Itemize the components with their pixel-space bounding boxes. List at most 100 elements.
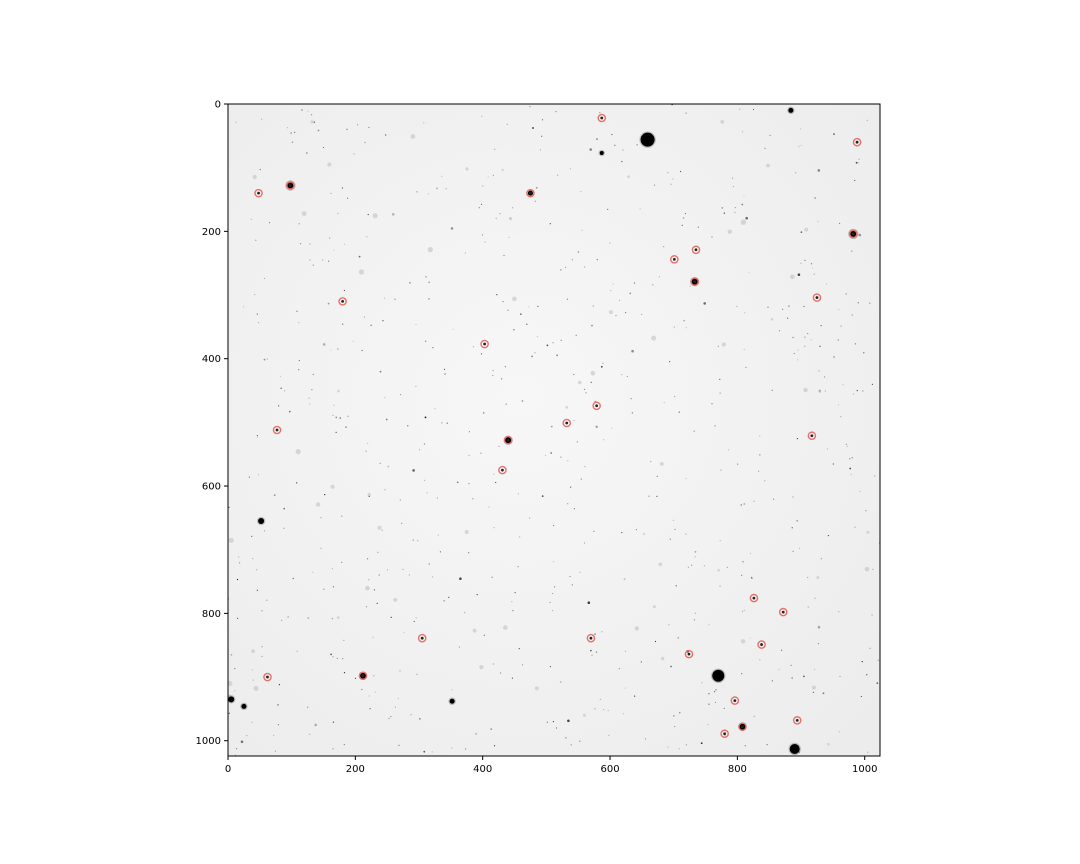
faint-star: [575, 334, 577, 336]
faint-star: [840, 416, 842, 418]
faint-star: [854, 343, 857, 345]
detection-marker: [730, 696, 740, 705]
faint-star: [877, 659, 879, 661]
diffuse-source: [721, 342, 726, 347]
source-core: [529, 191, 532, 195]
faint-star: [322, 146, 325, 149]
faint-star: [504, 366, 506, 368]
diffuse-source: [367, 492, 371, 497]
faint-star: [621, 532, 623, 534]
faint-star: [581, 229, 583, 231]
faint-star: [792, 336, 794, 339]
faint-star: [589, 148, 592, 151]
detection-marker: [690, 277, 700, 286]
faint-star: [390, 616, 392, 618]
detection-marker: [720, 729, 729, 739]
faint-star: [685, 533, 687, 535]
faint-star: [837, 404, 840, 406]
faint-star: [541, 135, 543, 137]
faint-star: [416, 191, 418, 193]
faint-star: [560, 456, 562, 458]
faint-star: [610, 290, 612, 292]
faint-star: [517, 566, 519, 568]
faint-star: [286, 127, 288, 129]
faint-star: [791, 677, 793, 679]
faint-star: [595, 651, 598, 653]
faint-star: [819, 345, 821, 347]
faint-star: [347, 197, 349, 199]
faint-star: [672, 178, 674, 180]
faint-star: [744, 609, 746, 611]
faint-star: [571, 259, 573, 261]
faint-star: [370, 324, 372, 326]
faint-star: [377, 551, 379, 553]
faint-star: [673, 715, 675, 717]
diffuse-source: [804, 227, 809, 232]
bright-source: [789, 743, 800, 754]
faint-star: [312, 571, 314, 573]
faint-star: [631, 349, 634, 353]
y-tick-label: 800: [202, 609, 221, 620]
faint-star: [677, 637, 679, 639]
faint-star: [837, 339, 839, 341]
faint-star: [559, 681, 562, 683]
detection-marker: [338, 297, 347, 306]
faint-star: [432, 347, 434, 349]
faint-star: [313, 121, 315, 123]
faint-star: [663, 246, 665, 248]
faint-star: [478, 207, 480, 209]
faint-star: [333, 404, 335, 406]
detection-marker: [480, 339, 489, 349]
detection-marker: [562, 418, 572, 428]
detection-marker: [807, 431, 817, 441]
source-core: [672, 257, 676, 261]
y-tick-label: 0: [215, 100, 221, 111]
faint-star: [368, 126, 370, 129]
faint-star: [680, 170, 682, 173]
faint-star: [857, 162, 859, 164]
faint-star: [343, 639, 345, 641]
faint-star: [703, 565, 706, 567]
faint-star: [557, 174, 559, 176]
faint-star: [332, 748, 334, 750]
faint-star: [496, 294, 498, 296]
faint-star: [842, 384, 844, 386]
faint-star: [281, 619, 283, 621]
faint-star: [669, 538, 671, 540]
faint-star: [495, 217, 497, 219]
faint-star: [526, 323, 528, 325]
faint-star: [343, 744, 345, 746]
diffuse-source: [252, 174, 257, 180]
faint-star: [378, 574, 380, 576]
faint-star: [273, 494, 276, 496]
faint-star: [590, 649, 592, 652]
faint-star: [480, 203, 483, 205]
faint-star: [792, 496, 794, 498]
faint-star: [594, 708, 596, 710]
faint-star: [364, 141, 366, 144]
diffuse-source: [717, 569, 720, 572]
faint-star: [243, 306, 245, 308]
faint-star: [807, 576, 809, 579]
detection-marker: [738, 722, 747, 732]
faint-star: [494, 148, 496, 150]
faint-star: [817, 643, 820, 645]
faint-star: [849, 458, 851, 460]
faint-star: [250, 218, 252, 220]
faint-star: [621, 160, 623, 163]
faint-star: [804, 345, 806, 347]
faint-star: [236, 748, 238, 750]
faint-star: [443, 368, 446, 370]
faint-star: [416, 673, 418, 676]
faint-star: [505, 403, 507, 405]
faint-star: [771, 389, 773, 391]
detection-marker: [254, 188, 263, 198]
faint-star: [641, 313, 643, 316]
faint-star: [296, 482, 298, 484]
bright-source: [258, 518, 265, 525]
faint-star: [385, 418, 388, 421]
faint-star: [441, 422, 443, 424]
faint-star: [551, 592, 554, 595]
faint-star: [309, 403, 311, 405]
faint-star: [307, 706, 309, 708]
